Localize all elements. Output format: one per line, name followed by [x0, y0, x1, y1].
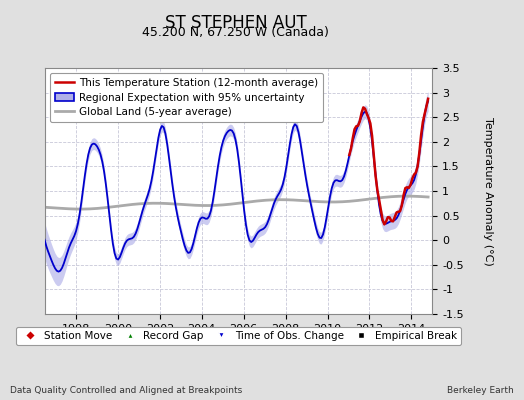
- Text: Berkeley Earth: Berkeley Earth: [447, 386, 514, 395]
- Legend: Station Move, Record Gap, Time of Obs. Change, Empirical Break: Station Move, Record Gap, Time of Obs. C…: [16, 327, 461, 345]
- Y-axis label: Temperature Anomaly (°C): Temperature Anomaly (°C): [483, 117, 493, 265]
- Text: ST STEPHEN AUT: ST STEPHEN AUT: [165, 14, 307, 32]
- Text: 45.200 N, 67.250 W (Canada): 45.200 N, 67.250 W (Canada): [143, 26, 329, 39]
- Legend: This Temperature Station (12-month average), Regional Expectation with 95% uncer: This Temperature Station (12-month avera…: [50, 73, 323, 122]
- Text: Data Quality Controlled and Aligned at Breakpoints: Data Quality Controlled and Aligned at B…: [10, 386, 243, 395]
